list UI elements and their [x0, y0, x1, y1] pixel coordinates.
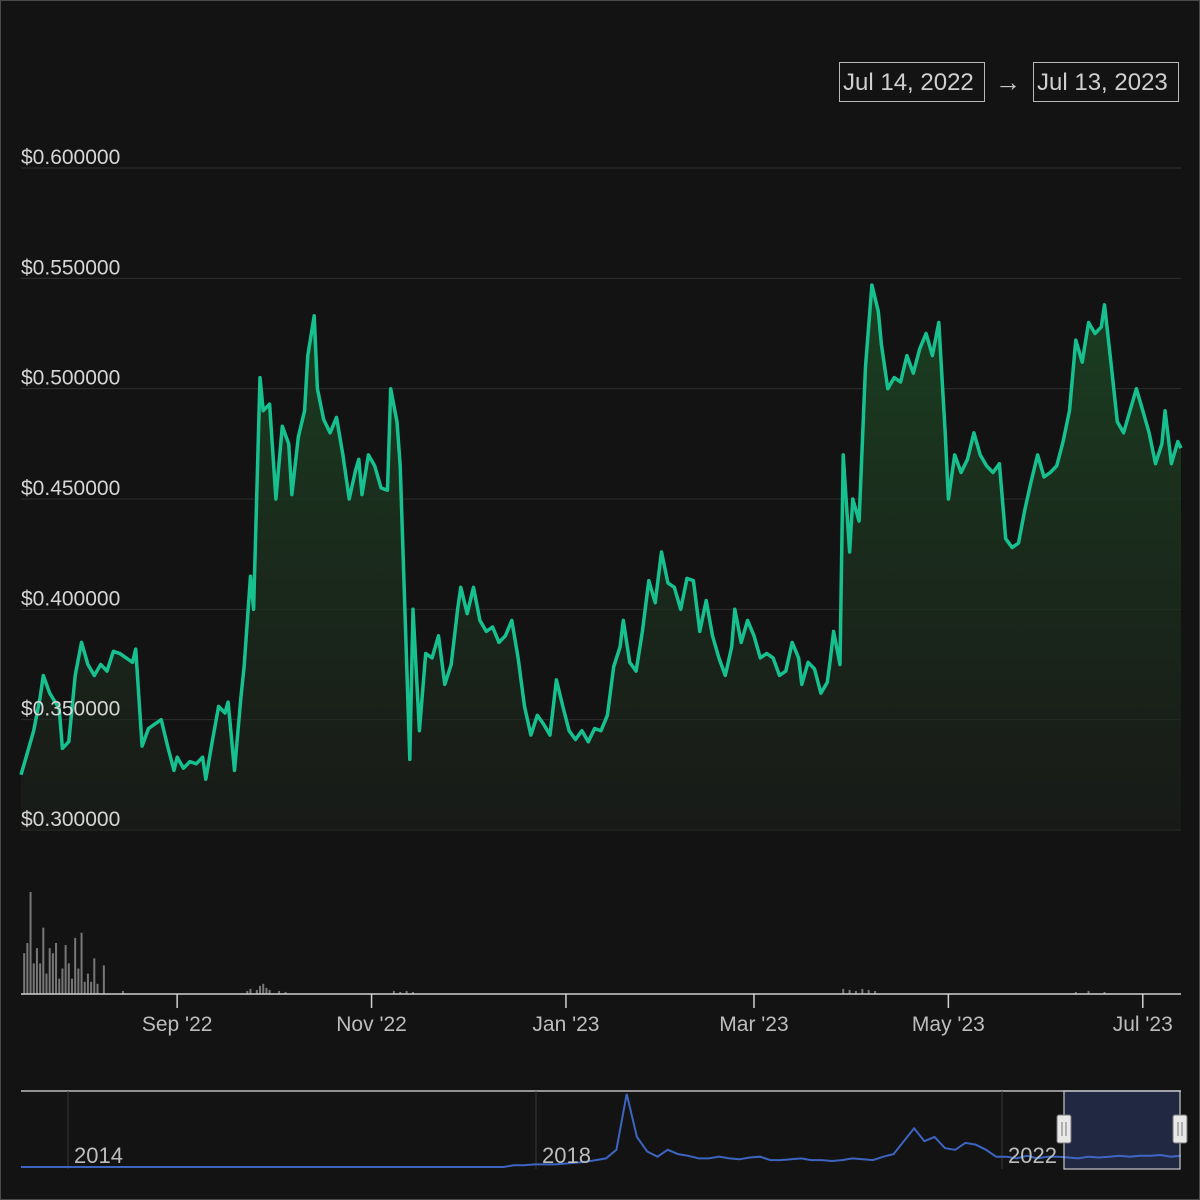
x-axis-ticks: Sep '22 Nov '22 Jan '23 Mar '23 May '23 Jul '…	[142, 994, 1173, 1036]
range-arrow: →	[995, 67, 1021, 97]
x-tick-label: Jul '23	[1113, 1013, 1173, 1036]
volume-bar	[255, 989, 258, 994]
x-tick-label: Mar '23	[719, 1013, 788, 1036]
volume-bar	[77, 968, 80, 994]
volume-bar	[96, 983, 99, 994]
y-tick-label: $0.300000	[21, 808, 120, 831]
volume-bar	[102, 965, 105, 994]
volume-bar	[42, 927, 45, 994]
volume-bar	[246, 990, 249, 994]
volume-bar	[90, 981, 93, 994]
volume-bar	[284, 991, 287, 994]
volume-bar	[67, 963, 70, 994]
volume-bar	[80, 932, 83, 994]
volume-bar	[259, 985, 262, 994]
price-line	[19, 283, 1183, 781]
navigator-year-label: 2014	[74, 1143, 123, 1168]
volume-bar	[399, 991, 402, 994]
volume-bar	[121, 990, 124, 994]
volume-bar	[861, 988, 864, 994]
volume-bar	[55, 943, 58, 994]
volume-bar	[70, 978, 73, 994]
navigator-handle[interactable]	[1056, 1114, 1072, 1144]
volume-bar	[51, 953, 54, 994]
y-tick-label: $0.500000	[21, 367, 120, 390]
volume-bar	[45, 973, 48, 994]
volume-bar	[854, 990, 857, 994]
volume-bar	[61, 968, 64, 994]
volume-bar	[83, 981, 86, 994]
volume-bar	[26, 943, 29, 994]
navigator-handle[interactable]	[1172, 1114, 1188, 1144]
y-tick-label: $0.350000	[21, 698, 120, 721]
navigator-year-label: 2022	[1008, 1143, 1057, 1168]
navigator-selection[interactable]	[1063, 1090, 1181, 1170]
volume-bar	[35, 948, 38, 994]
volume-bar	[64, 945, 67, 994]
volume-bar	[1087, 990, 1090, 994]
volume-bar	[268, 989, 271, 994]
volume-bar	[32, 963, 35, 994]
volume-bar	[58, 978, 61, 994]
volume-bar	[405, 990, 408, 994]
navigator-year-label: 2018	[542, 1143, 591, 1168]
volume-bar	[392, 990, 395, 994]
y-tick-label: $0.450000	[21, 477, 120, 500]
y-tick-label: $0.600000	[21, 146, 120, 169]
volume-bar	[86, 973, 89, 994]
y-tick-label: $0.550000	[21, 256, 120, 279]
x-tick-label: May '23	[912, 1013, 985, 1036]
volume-bar	[1103, 991, 1106, 994]
volume-bar	[29, 892, 32, 994]
volume-bar	[848, 989, 851, 994]
volume-bar	[23, 953, 26, 994]
navigator-line	[21, 1093, 1182, 1168]
volume-bar	[262, 983, 265, 994]
volume-bar	[249, 988, 252, 994]
volume-bar	[278, 990, 281, 994]
y-axis-labels: $0.300000 $0.350000 $0.400000 $0.450000 $0.5…	[21, 146, 120, 831]
volume-bar	[1074, 991, 1077, 994]
range-start-input[interactable]: Jul 14, 2022	[839, 62, 985, 102]
volume-bars	[23, 892, 1106, 994]
range-end-input[interactable]: Jul 13, 2023	[1033, 62, 1179, 102]
volume-bar	[48, 948, 51, 994]
x-tick-label: Nov '22	[336, 1013, 407, 1036]
range-navigator[interactable]: 2014 2018 2022	[21, 1090, 1188, 1170]
volume-bar	[867, 989, 870, 994]
x-tick-label: Sep '22	[142, 1013, 213, 1036]
volume-bar	[74, 937, 77, 994]
volume-bar	[39, 963, 42, 994]
volume-bar	[842, 988, 845, 994]
volume-bar	[874, 990, 877, 994]
volume-bar	[411, 991, 414, 994]
volume-bar	[93, 958, 96, 994]
price-area-fill	[21, 285, 1181, 830]
x-tick-label: Jan '23	[532, 1013, 599, 1036]
y-tick-label: $0.400000	[21, 587, 120, 610]
volume-bar	[265, 987, 268, 994]
